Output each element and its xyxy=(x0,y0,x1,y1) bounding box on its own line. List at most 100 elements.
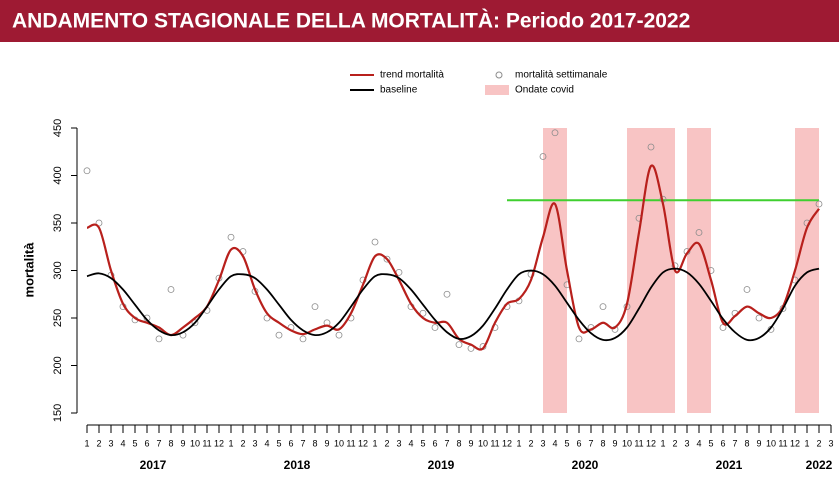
x-tick-label: 11 xyxy=(634,438,643,448)
x-tick-label: 11 xyxy=(490,438,499,448)
trend-line xyxy=(86,267,820,342)
x-tick-label: 7 xyxy=(588,438,593,448)
x-tick-label: 6 xyxy=(720,438,725,448)
data-point xyxy=(167,286,175,293)
data-point xyxy=(647,143,655,151)
x-tick-label: 9 xyxy=(324,438,329,448)
y-axis-label: mortalità xyxy=(21,242,36,298)
y-tick-label: 450 xyxy=(52,119,64,137)
x-tick-label: 2 xyxy=(816,438,821,448)
data-point xyxy=(383,255,391,263)
x-tick-label: 12 xyxy=(646,438,656,448)
y-tick-label: 400 xyxy=(52,166,64,184)
data-point xyxy=(227,233,235,241)
year-label: 2020 xyxy=(572,458,599,472)
data-point xyxy=(575,335,583,343)
data-point xyxy=(275,331,283,339)
year-label: 2022 xyxy=(806,458,833,472)
data-point xyxy=(695,229,703,236)
x-tick-label: 8 xyxy=(744,438,749,448)
y-tick-label: 350 xyxy=(52,214,64,232)
data-point xyxy=(743,286,751,293)
x-tick-label: 8 xyxy=(456,438,461,448)
x-tick-label: 2 xyxy=(528,438,533,448)
x-tick-label: 12 xyxy=(214,438,224,448)
x-tick-label: 1 xyxy=(804,438,809,448)
x-tick-label: 3 xyxy=(684,438,689,448)
x-tick-label: 11 xyxy=(346,438,355,448)
x-tick-label: 4 xyxy=(696,438,701,448)
x-tick-label: 5 xyxy=(708,438,713,448)
data-point xyxy=(419,309,427,317)
year-label: 2018 xyxy=(284,458,311,472)
x-tick-label: 8 xyxy=(168,438,173,448)
x-tick-label: 4 xyxy=(264,438,269,448)
x-tick-label: 8 xyxy=(600,438,605,448)
x-tick-label: 2 xyxy=(384,438,389,448)
x-tick-label: 2 xyxy=(96,438,101,448)
x-tick-label: 6 xyxy=(432,438,437,448)
legend-label: Ondate covid xyxy=(515,85,574,96)
legend-marker xyxy=(485,85,509,95)
covid-wave xyxy=(687,128,711,413)
data-point xyxy=(299,335,307,343)
x-tick-label: 12 xyxy=(790,438,800,448)
y-tick-label: 250 xyxy=(52,309,64,327)
data-point xyxy=(539,153,547,160)
legend-label: baseline xyxy=(380,85,418,96)
data-point xyxy=(815,200,823,208)
x-tick-label: 3 xyxy=(396,438,401,448)
data-point xyxy=(191,319,199,327)
x-tick-label: 9 xyxy=(468,438,473,448)
x-tick-label: 3 xyxy=(540,438,545,448)
legend: trend mortalità mortalità settimanale base… xyxy=(350,70,608,96)
legend-marker xyxy=(495,71,503,79)
data-point xyxy=(311,303,319,311)
data-point xyxy=(443,290,451,298)
chart-title: ANDAMENTO STAGIONALE DELLA MORTALITÀ: Pe… xyxy=(12,10,690,33)
data-point xyxy=(551,129,559,137)
legend-label: trend mortalità xyxy=(380,70,444,81)
x-tick-label: 5 xyxy=(420,438,425,448)
x-tick-label: 2 xyxy=(240,438,245,448)
x-tick-label: 11 xyxy=(778,438,787,448)
data-point xyxy=(335,331,343,339)
x-tick-label: 7 xyxy=(732,438,737,448)
x-tick-label: 9 xyxy=(612,438,617,448)
x-tick-label: 1 xyxy=(228,438,233,448)
x-tick-label: 3 xyxy=(252,438,257,448)
year-label: 2021 xyxy=(716,458,743,472)
x-tick-label: 9 xyxy=(756,438,761,448)
legend-label: mortalità settimanale xyxy=(515,70,608,81)
x-tick-label: 4 xyxy=(120,438,125,448)
year-label: 2019 xyxy=(428,458,455,472)
x-tick-label: 7 xyxy=(300,438,305,448)
x-tick-label: 11 xyxy=(202,438,211,448)
y-tick-label: 200 xyxy=(52,356,64,374)
x-tick-label: 10 xyxy=(622,438,632,448)
x-tick-label: 7 xyxy=(156,438,161,448)
x-tick-label: 12 xyxy=(358,438,368,448)
x-tick-label: 3 xyxy=(108,438,113,448)
x-tick-label: 4 xyxy=(552,438,557,448)
x-tick-label: 12 xyxy=(502,438,512,448)
x-tick-label: 1 xyxy=(516,438,521,448)
x-tick-label: 4 xyxy=(408,438,413,448)
y-tick-label: 150 xyxy=(52,404,64,422)
x-tick-label: 8 xyxy=(312,438,317,448)
x-tick-label: 10 xyxy=(478,438,488,448)
x-tick-label: 9 xyxy=(180,438,185,448)
data-point xyxy=(431,324,439,331)
data-point xyxy=(371,238,379,246)
x-tick-label: 10 xyxy=(190,438,200,448)
x-tick-label: 5 xyxy=(564,438,569,448)
x-tick-label: 10 xyxy=(766,438,776,448)
x-tick-label: 1 xyxy=(372,438,377,448)
data-point xyxy=(455,341,463,349)
covid-wave xyxy=(543,128,567,413)
data-point xyxy=(155,335,163,343)
x-tick-label: 5 xyxy=(276,438,281,448)
x-tick-label: 2 xyxy=(672,438,677,448)
x-tick-label: 10 xyxy=(334,438,344,448)
